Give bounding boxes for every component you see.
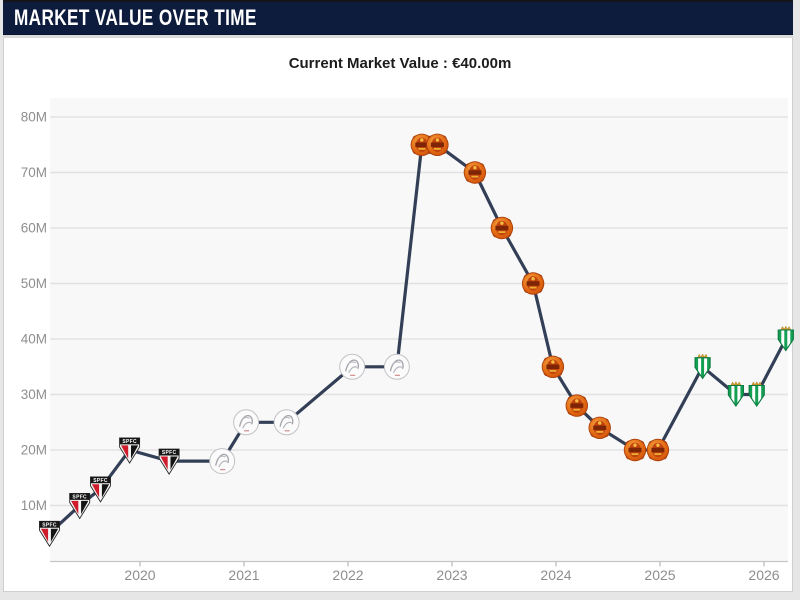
header-divider — [3, 35, 793, 38]
y-axis-label: 10M — [21, 498, 47, 513]
crest-man-united-icon[interactable] — [565, 394, 588, 417]
crest-man-united-icon[interactable] — [463, 161, 487, 184]
x-axis-label: 2025 — [644, 567, 675, 583]
crest-betis-icon[interactable] — [694, 353, 711, 380]
y-axis-label: 50M — [21, 276, 47, 291]
svg-text:SPFC: SPFC — [122, 439, 137, 445]
svg-text:SPFC: SPFC — [42, 522, 57, 528]
crest-man-united-icon[interactable] — [410, 133, 433, 157]
crest-man-united-icon[interactable] — [588, 416, 611, 439]
current-market-value-label: Current Market Value : €40.00m — [288, 55, 512, 72]
y-axis-label: 20M — [21, 443, 47, 458]
y-axis-label: 30M — [21, 387, 47, 402]
crest-man-united-icon[interactable] — [426, 133, 449, 157]
svg-text:SPFC: SPFC — [162, 450, 177, 456]
crest-man-united-icon[interactable] — [646, 438, 670, 462]
x-axis-label: 2026 — [748, 567, 779, 583]
chart-header: MARKET VALUE OVER TIME — [3, 2, 793, 35]
x-axis-label: 2024 — [540, 567, 571, 583]
crest-ajax-icon[interactable] — [273, 409, 300, 436]
crest-ajax-icon[interactable] — [209, 448, 236, 475]
crest-man-united-icon[interactable] — [490, 216, 514, 240]
page-title: MARKET VALUE OVER TIME — [14, 5, 257, 30]
crest-betis-icon[interactable] — [727, 381, 744, 407]
y-axis-label: 60M — [21, 221, 47, 236]
crest-sao-paulo-icon[interactable]: SPFC — [90, 476, 111, 503]
x-axis-label: 2022 — [332, 567, 363, 583]
crest-ajax-icon[interactable] — [383, 353, 410, 380]
crest-sao-paulo-icon[interactable]: SPFC — [39, 520, 60, 548]
y-axis-label: 70M — [21, 165, 47, 180]
crest-ajax-icon[interactable] — [339, 353, 366, 380]
crest-man-united-icon[interactable] — [521, 272, 545, 295]
crest-sao-paulo-icon[interactable]: SPFC — [119, 437, 141, 464]
crest-man-united-icon[interactable] — [623, 438, 647, 462]
y-axis-label: 80M — [21, 110, 47, 125]
crest-ajax-icon[interactable] — [233, 409, 260, 436]
header-top-border — [3, 0, 793, 2]
x-axis-label: 2021 — [228, 567, 259, 583]
crest-man-united-icon[interactable] — [541, 355, 565, 378]
crest-betis-icon[interactable] — [748, 381, 765, 407]
svg-text:SPFC: SPFC — [72, 495, 87, 501]
x-axis-label: 2020 — [124, 567, 155, 583]
crest-sao-paulo-icon[interactable]: SPFC — [158, 448, 180, 475]
crest-betis-icon[interactable] — [777, 325, 794, 352]
x-axis-label: 2023 — [436, 567, 467, 583]
crest-sao-paulo-icon[interactable]: SPFC — [69, 493, 91, 520]
y-axis-label: 40M — [21, 332, 47, 347]
svg-text:SPFC: SPFC — [93, 478, 108, 484]
